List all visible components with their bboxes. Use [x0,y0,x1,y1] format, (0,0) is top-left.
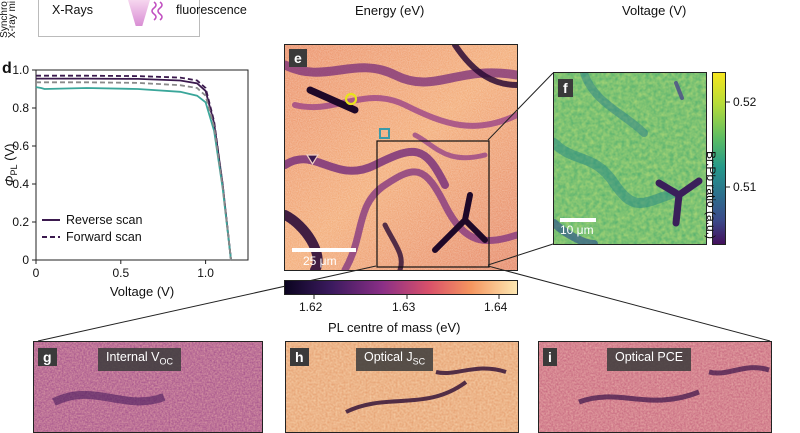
pl-colorbar-label: PL centre of mass (eV) [328,320,461,335]
panel-g-map: g Internal VOC [33,341,263,433]
series-line-3 [36,81,232,261]
y-tick-label: 0.8 [12,101,29,115]
panel-g-label: Internal VOC [98,348,182,371]
circle-marker [344,92,358,106]
triangle-marker [305,154,320,166]
brpb-map-image [554,73,706,244]
voltage-axis-label-top: Voltage (V) [622,3,687,18]
y-tick-label: 1.0 [12,63,29,77]
zoom-region [376,140,490,268]
schematic-box [38,0,200,37]
scalebar-e-label: 25 μm [303,254,337,268]
panel-d-letter: d [2,60,12,77]
panel-h-letter: h [290,348,309,366]
x-tick-label: 0.5 [112,266,129,280]
scalebar-e [292,248,356,252]
top-strip: X-Rays fluorescence Synchro X-ray mi Ene… [0,0,800,42]
panel-g-label-text: Internal V [106,350,160,364]
y-tick-label: 0 [22,253,29,267]
x-axis-label: Voltage (V) [110,284,174,299]
panel-i-label: Optical PCE [607,348,692,371]
scalebar-f [560,218,596,222]
panel-h-label-text: Optical J [364,350,413,364]
panel-h-map: h Optical JSC [285,341,519,433]
panel-i-map: i Optical PCE [538,341,772,433]
pl-colorbar-tick-0: 1.62 [299,300,323,314]
panel-f-letter: f [558,79,573,97]
x-tick-label: 1.0 [197,266,214,280]
scalebar-f-label: 10 μm [560,223,594,237]
panel-i-letter: i [543,348,557,366]
legend-label: Reverse scan [66,213,142,227]
energy-axis-label: Energy (eV) [355,3,425,18]
pl-colorbar-tick-1: 1.63 [392,300,416,314]
fluorescence-label: fluorescence [176,3,247,17]
pl-colorbar-ticks [313,294,500,299]
brpb-colorbar-label: Br:Pb ratio (a.u.) [704,151,718,240]
fluorescence-wave-icon [151,1,163,21]
panel-g-label-sub: OC [159,356,174,367]
panel-e-map: e 25 μm [284,44,518,271]
y-tick-label: 0.6 [12,139,29,153]
x-tick-label: 0 [33,266,40,280]
zoom-connectors [37,72,771,342]
panel-h-label-sub: SC [412,356,426,367]
y-tick-label: 0.2 [12,215,29,229]
square-marker [379,128,390,139]
panel-i-label-text: Optical PCE [615,350,684,364]
brpb-colorbar-tick-0: 0.52 [733,95,757,109]
panel-e-letter: e [289,49,307,67]
pl-colorbar-tick-2: 1.64 [484,300,508,314]
y-axis-label: ΦPL (V) [2,144,19,187]
brpb-colorbar-ticks [725,101,730,188]
panel-g-letter: g [38,348,57,366]
panel-d-chart: 0 0.2 0.4 0.6 0.8 1.0 0 0.5 1.0 Voltage (V) ΦPL (V… [2,63,249,299]
panel-h-label: Optical JSC [356,348,434,371]
plot-frame [35,69,249,261]
legend-label: Forward scan [66,230,142,244]
y-tick-label: 0.4 [12,177,29,191]
brpb-colorbar-tick-1: 0.51 [733,180,757,194]
brpb-colorbar [712,72,726,245]
xrays-label: X-Rays [52,3,93,17]
panel-f-map: f 10 μm [553,72,707,245]
pl-map-image [285,45,517,270]
pl-colorbar [284,280,518,295]
